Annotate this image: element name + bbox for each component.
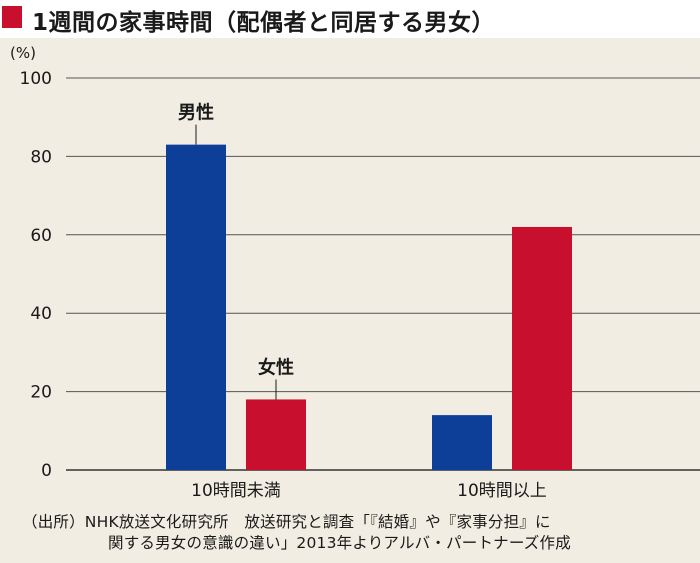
source-line-1: （出所）NHK放送文化研究所 放送研究と調査「『結婚』や『家事分担』に <box>22 513 551 531</box>
y-axis: (%) 0 20 40 60 80 100 <box>10 44 52 481</box>
bar-male-1 <box>432 415 492 470</box>
y-tick-label: 40 <box>30 304 52 324</box>
x-axis: 10時間未満 10時間以上 <box>191 481 547 501</box>
gridlines <box>66 77 700 471</box>
y-unit-label: (%) <box>10 44 36 62</box>
series-label-female: 女性 <box>258 356 294 378</box>
x-category-label: 10時間未満 <box>191 481 281 501</box>
series-label-male: 男性 <box>178 102 214 124</box>
y-tick-label: 0 <box>41 461 52 481</box>
source-line-2: 関する男女の意識の違い」2013年よりアルバ・パートナーズ作成 <box>108 534 571 552</box>
bar-male-0 <box>166 144 226 470</box>
bar-female-0 <box>246 399 306 470</box>
bars <box>166 144 572 470</box>
bar-female-1 <box>512 226 572 470</box>
y-tick-label: 80 <box>30 147 52 167</box>
y-tick-label: 60 <box>30 226 52 246</box>
y-tick-label: 20 <box>30 383 52 403</box>
source-note: （出所）NHK放送文化研究所 放送研究と調査「『結婚』や『家事分担』に 関する男… <box>22 512 692 554</box>
title-accent-marker <box>2 6 22 28</box>
title-bar: 1週間の家事時間（配偶者と同居する男女） <box>0 0 700 38</box>
y-tick-label: 100 <box>20 69 52 89</box>
x-category-label: 10時間以上 <box>457 481 547 501</box>
chart-title: 1週間の家事時間（配偶者と同居する男女） <box>32 10 496 36</box>
